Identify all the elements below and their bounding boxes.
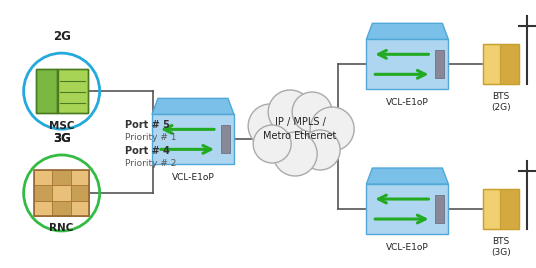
- Text: BTS
(3G): BTS (3G): [492, 237, 511, 257]
- FancyBboxPatch shape: [34, 185, 53, 201]
- Polygon shape: [152, 98, 234, 114]
- FancyBboxPatch shape: [483, 189, 500, 229]
- Text: 2G: 2G: [53, 30, 71, 43]
- FancyBboxPatch shape: [367, 184, 448, 234]
- Polygon shape: [367, 168, 448, 184]
- FancyBboxPatch shape: [71, 185, 89, 201]
- Circle shape: [253, 125, 291, 163]
- Circle shape: [268, 90, 312, 134]
- FancyBboxPatch shape: [152, 114, 234, 164]
- FancyBboxPatch shape: [435, 195, 444, 223]
- Text: Priority # 2: Priority # 2: [125, 159, 176, 168]
- FancyBboxPatch shape: [53, 201, 71, 216]
- Text: MSC: MSC: [49, 121, 75, 131]
- FancyBboxPatch shape: [53, 170, 71, 185]
- Polygon shape: [367, 23, 448, 39]
- Text: IP / MPLS /
Metro Ethernet: IP / MPLS / Metro Ethernet: [264, 117, 337, 141]
- Text: VCL-E1oP: VCL-E1oP: [386, 243, 429, 252]
- Text: Port # 4: Port # 4: [125, 146, 170, 156]
- Circle shape: [273, 132, 317, 176]
- Text: VCL-E1oP: VCL-E1oP: [172, 173, 214, 182]
- FancyBboxPatch shape: [71, 170, 89, 185]
- Text: VCL-E1oP: VCL-E1oP: [386, 98, 429, 107]
- Circle shape: [248, 104, 292, 148]
- FancyBboxPatch shape: [34, 201, 53, 216]
- FancyBboxPatch shape: [221, 125, 230, 153]
- FancyBboxPatch shape: [367, 39, 448, 89]
- Text: 3G: 3G: [53, 132, 71, 145]
- FancyBboxPatch shape: [483, 44, 500, 84]
- Circle shape: [310, 107, 354, 151]
- Circle shape: [300, 130, 340, 170]
- Text: Priority # 1: Priority # 1: [125, 133, 176, 142]
- FancyBboxPatch shape: [71, 201, 89, 216]
- FancyBboxPatch shape: [58, 69, 88, 113]
- Text: Port # 5: Port # 5: [125, 120, 170, 130]
- Text: RNC: RNC: [49, 223, 74, 233]
- Text: BTS
(2G): BTS (2G): [492, 92, 511, 112]
- Text: 3G: 3G: [53, 132, 71, 145]
- FancyBboxPatch shape: [500, 44, 519, 84]
- FancyBboxPatch shape: [53, 185, 71, 201]
- FancyBboxPatch shape: [435, 50, 444, 78]
- Circle shape: [292, 92, 332, 132]
- FancyBboxPatch shape: [35, 69, 57, 113]
- FancyBboxPatch shape: [500, 189, 519, 229]
- FancyBboxPatch shape: [34, 170, 53, 185]
